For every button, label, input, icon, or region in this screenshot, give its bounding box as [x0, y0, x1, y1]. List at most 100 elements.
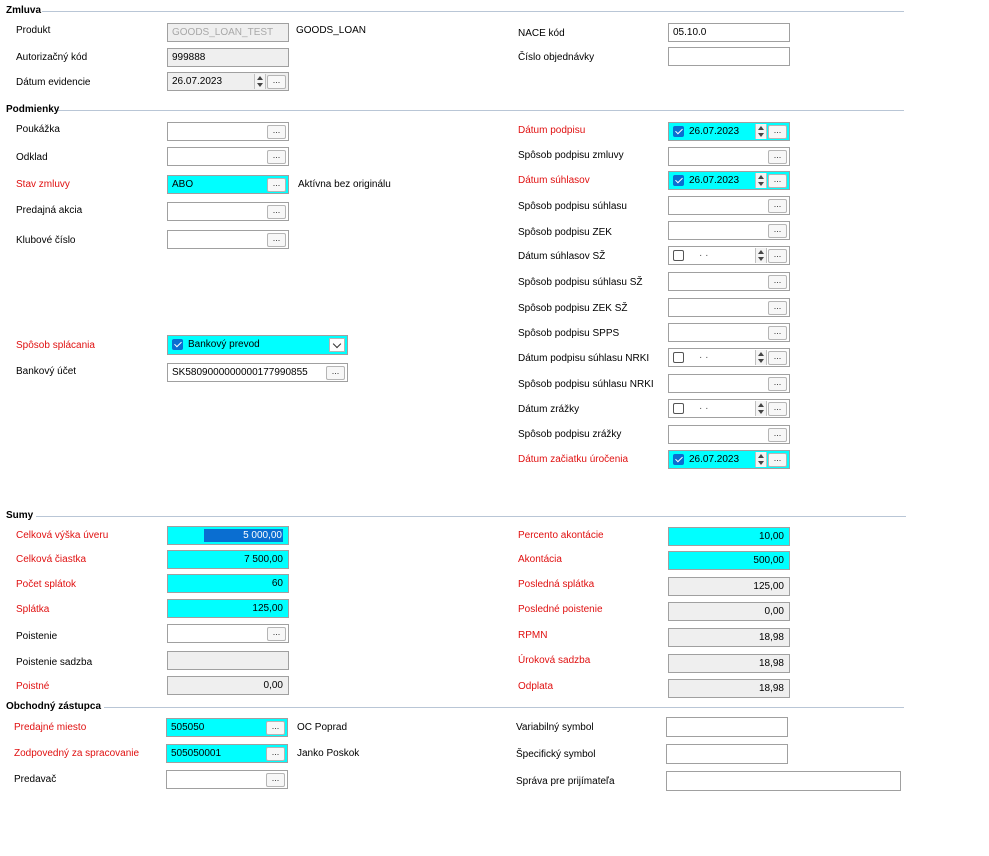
poistenie-lookup-button[interactable]: ...: [267, 627, 286, 641]
label-sposob-podpisu-zrazky: Spôsob podpisu zrážky: [518, 429, 622, 440]
sposob-podpisu-spps-field[interactable]: ...: [668, 323, 790, 342]
akontacia-field[interactable]: 500,00: [668, 551, 790, 570]
klubove-cislo-field[interactable]: ...: [167, 230, 289, 249]
pocet-splatok-field[interactable]: 60: [167, 574, 289, 593]
datum-podpisu-suhlasu-nrki-spinner[interactable]: [755, 350, 767, 365]
datum-evidencie-lookup-button[interactable]: ...: [267, 75, 286, 89]
sposob-podpisu-zrazky-field[interactable]: ...: [668, 425, 790, 444]
variabilny-symbol-field[interactable]: [666, 717, 788, 737]
datum-podpisu-field[interactable]: 26.07.2023 ...: [668, 122, 790, 141]
percento-akontacie-field[interactable]: 10,00: [668, 527, 790, 546]
label-predavac: Predavač: [14, 774, 57, 785]
poistne-field[interactable]: 0,00: [167, 676, 289, 695]
autorizacny-kod-field[interactable]: 999888: [167, 48, 289, 67]
poistenie-field[interactable]: ...: [167, 624, 289, 643]
datum-suhlasov-spinner[interactable]: [755, 173, 767, 188]
sposob-podpisu-spps-lookup-button[interactable]: ...: [768, 326, 787, 340]
predajne-miesto-lookup-button[interactable]: ...: [266, 721, 285, 735]
label-posledna-splatka: Posledná splátka: [518, 579, 595, 590]
datum-suhlasov-field[interactable]: 26.07.2023 ...: [668, 171, 790, 190]
date-placeholder: · ·: [699, 403, 709, 414]
odklad-lookup-button[interactable]: ...: [267, 150, 286, 164]
sposob-splacania-checkbox[interactable]: [172, 339, 183, 350]
celkova-vyska-uveru-field[interactable]: 5 000,00: [167, 526, 289, 545]
zodpovedny-field[interactable]: 505050001 ...: [166, 744, 288, 763]
sposob-podpisu-zek-lookup-button[interactable]: ...: [768, 224, 787, 238]
posledna-splatka-field[interactable]: 125,00: [668, 577, 790, 596]
label-urokova-sadzba: Úroková sadzba: [518, 655, 591, 666]
sposob-podpisu-suhlasu-nrki-field[interactable]: ...: [668, 374, 790, 393]
datum-suhlasov-sz-spinner[interactable]: [755, 248, 767, 263]
datum-podpisu-spinner[interactable]: [755, 124, 767, 139]
sposob-podpisu-suhlasu-field[interactable]: ...: [668, 196, 790, 215]
cislo-objednavky-field[interactable]: [668, 47, 790, 66]
celkova-ciastka-field[interactable]: 7 500,00: [167, 550, 289, 569]
sposob-podpisu-suhlasu-sz-lookup-button[interactable]: ...: [768, 275, 787, 289]
datum-zrazky-field[interactable]: · · ...: [668, 399, 790, 418]
splatka-field[interactable]: 125,00: [167, 599, 289, 618]
sposob-podpisu-zek-sz-lookup-button[interactable]: ...: [768, 301, 787, 315]
odklad-field[interactable]: ...: [167, 147, 289, 166]
sposob-podpisu-zrazky-lookup-button[interactable]: ...: [768, 428, 787, 442]
posledne-poistenie-field[interactable]: 0,00: [668, 602, 790, 621]
datum-zrazky-spinner[interactable]: [755, 401, 767, 416]
predajna-akcia-field[interactable]: ...: [167, 202, 289, 221]
sposob-podpisu-suhlasu-nrki-lookup-button[interactable]: ...: [768, 377, 787, 391]
datum-zaciatku-urocenia-field[interactable]: 26.07.2023 ...: [668, 450, 790, 469]
label-stav-zmluvy: Stav zmluvy: [16, 179, 70, 190]
sposob-podpisu-zmluvy-lookup-button[interactable]: ...: [768, 150, 787, 164]
datum-suhlasov-lookup-button[interactable]: ...: [768, 174, 787, 188]
datum-suhlasov-sz-field[interactable]: · · ...: [668, 246, 790, 265]
odplata-field[interactable]: 18,98: [668, 679, 790, 698]
bankovy-ucet-field[interactable]: SK5809000000000177990855 ...: [167, 363, 348, 382]
sposob-podpisu-zek-field[interactable]: ...: [668, 221, 790, 240]
datum-zrazky-checkbox[interactable]: [673, 403, 684, 414]
datum-zaciatku-urocenia-lookup-button[interactable]: ...: [768, 453, 787, 467]
datum-podpisu-checkbox[interactable]: [673, 126, 684, 137]
poukazka-field[interactable]: ...: [167, 122, 289, 141]
stav-zmluvy-lookup-button[interactable]: ...: [267, 178, 286, 192]
chevron-down-icon[interactable]: [329, 338, 345, 352]
label-celkova-vyska-uveru: Celková výška úveru: [16, 530, 109, 541]
predajna-akcia-lookup-button[interactable]: ...: [267, 205, 286, 219]
urokova-sadzba-field[interactable]: 18,98: [668, 654, 790, 673]
label-datum-zrazky: Dátum zrážky: [518, 404, 580, 415]
datum-suhlasov-checkbox[interactable]: [673, 175, 684, 186]
zodpovedny-lookup-button[interactable]: ...: [266, 747, 285, 761]
sposob-podpisu-suhlasu-sz-field[interactable]: ...: [668, 272, 790, 291]
sprava-pre-prijimatela-field[interactable]: [666, 771, 901, 791]
stav-zmluvy-field[interactable]: ABO ...: [167, 175, 289, 194]
datum-podpisu-lookup-button[interactable]: ...: [768, 125, 787, 139]
datum-evidencie-spinner[interactable]: [254, 74, 266, 89]
datum-podpisu-suhlasu-nrki-field[interactable]: · · ...: [668, 348, 790, 367]
predavac-lookup-button[interactable]: ...: [266, 773, 285, 787]
datum-zaciatku-urocenia-checkbox[interactable]: [673, 454, 684, 465]
nace-kod-field[interactable]: 05.10.0: [668, 23, 790, 42]
bankovy-ucet-lookup-button[interactable]: ...: [326, 366, 345, 380]
datum-suhlasov-sz-checkbox[interactable]: [673, 250, 684, 261]
poistenie-sadzba-field[interactable]: [167, 651, 289, 670]
produkt-field[interactable]: GOODS_LOAN_TEST: [167, 23, 289, 42]
label-odklad: Odklad: [16, 152, 48, 163]
datum-podpisu-suhlasu-nrki-checkbox[interactable]: [673, 352, 684, 363]
datum-podpisu-suhlasu-nrki-lookup-button[interactable]: ...: [768, 351, 787, 365]
specificky-symbol-field[interactable]: [666, 744, 788, 764]
datum-evidencie-field[interactable]: 26.07.2023 ...: [167, 72, 289, 91]
rpmn-field[interactable]: 18,98: [668, 628, 790, 647]
sposob-podpisu-suhlasu-lookup-button[interactable]: ...: [768, 199, 787, 213]
zodpovedny-value: 505050001: [171, 748, 222, 759]
datum-zrazky-lookup-button[interactable]: ...: [768, 402, 787, 416]
stav-zmluvy-value: ABO: [172, 179, 194, 190]
predajne-miesto-field[interactable]: 505050 ...: [166, 718, 288, 737]
poukazka-lookup-button[interactable]: ...: [267, 125, 286, 139]
nace-kod-value: 05.10.0: [673, 27, 707, 38]
predavac-field[interactable]: ...: [166, 770, 288, 789]
sposob-splacania-select[interactable]: Bankový prevod: [167, 335, 348, 355]
sposob-podpisu-zmluvy-field[interactable]: ...: [668, 147, 790, 166]
klubove-cislo-lookup-button[interactable]: ...: [267, 233, 286, 247]
sposob-podpisu-zek-sz-field[interactable]: ...: [668, 298, 790, 317]
datum-suhlasov-sz-lookup-button[interactable]: ...: [768, 249, 787, 263]
datum-zaciatku-urocenia-spinner[interactable]: [755, 452, 767, 467]
label-datum-podpisu: Dátum podpisu: [518, 125, 586, 136]
section-divider: [42, 11, 904, 12]
